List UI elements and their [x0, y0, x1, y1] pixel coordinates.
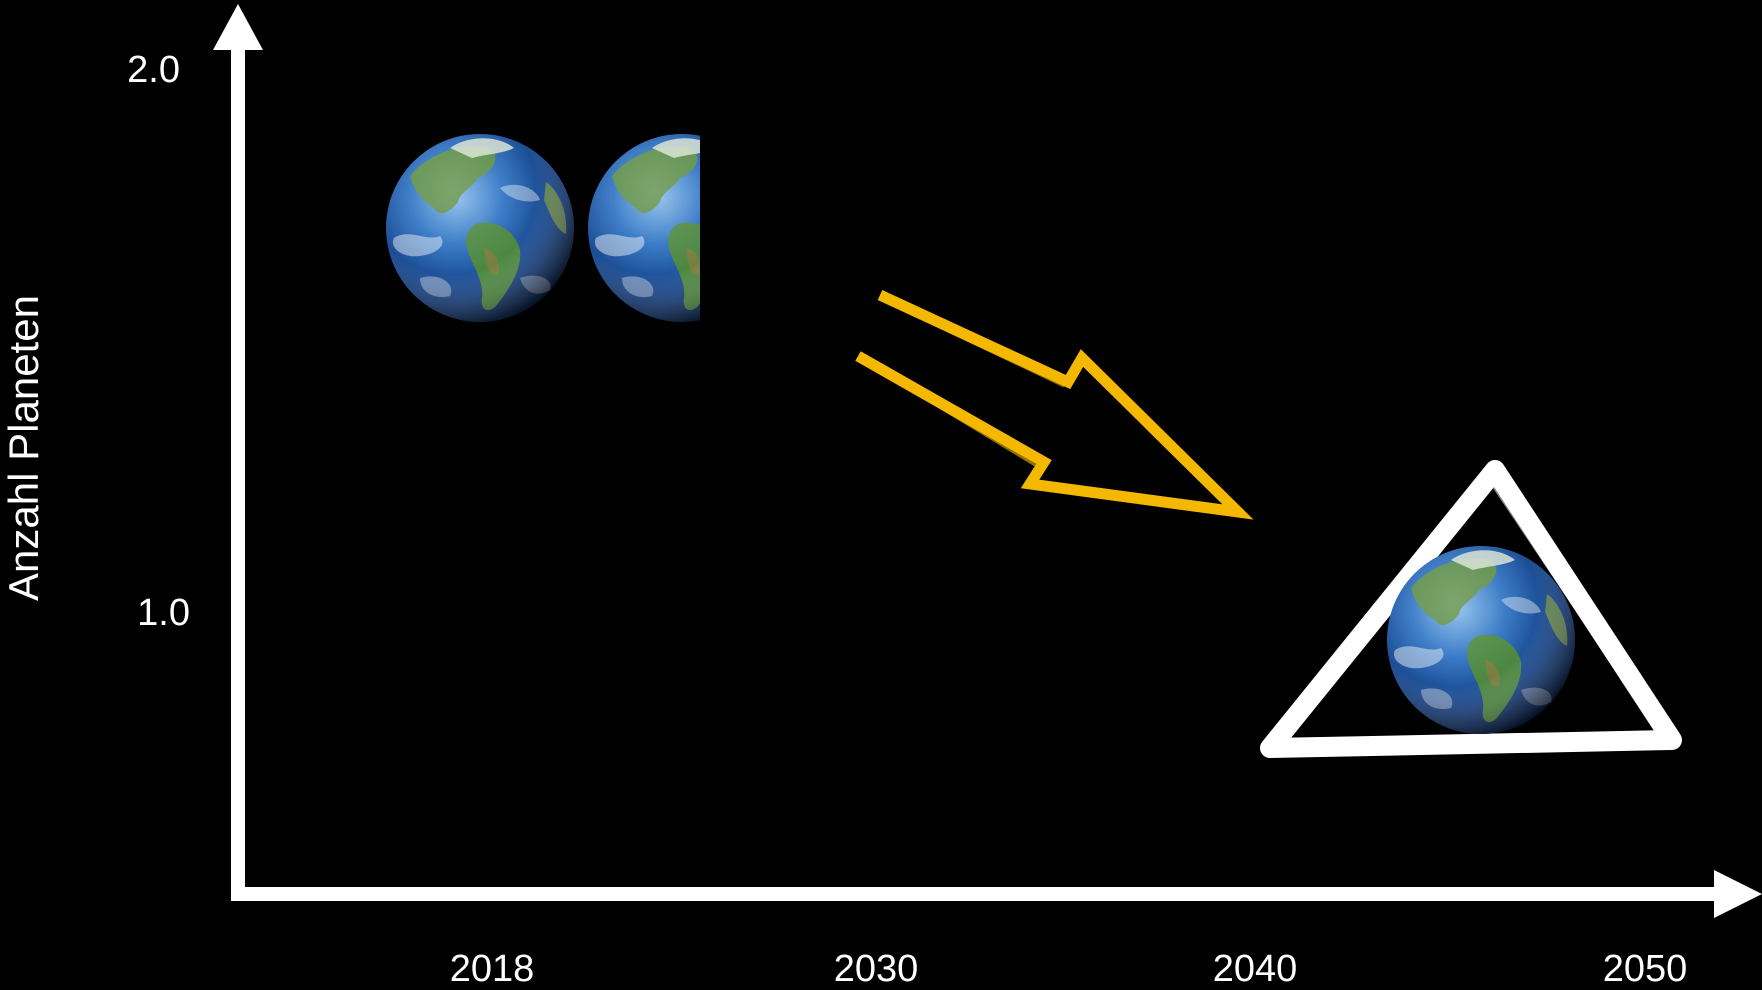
y-tick-label-2-0: 2.0: [127, 49, 180, 91]
data-point-2050: [1260, 460, 1682, 758]
x-axis: [231, 870, 1762, 918]
triangle-frame: [1260, 460, 1682, 758]
earth-icon: [1387, 546, 1575, 734]
earth-partial-icon: [588, 134, 700, 322]
y-tick-label-1-0: 1.0: [137, 592, 190, 634]
x-tick-label-2030: 2030: [834, 948, 919, 990]
y-axis-arrowhead: [213, 4, 263, 50]
data-point-2018: [386, 134, 700, 322]
x-tick-label-2040: 2040: [1213, 948, 1298, 990]
x-axis-arrowhead: [1714, 870, 1762, 918]
y-axis: [213, 4, 263, 898]
x-tick-label-2018: 2018: [450, 948, 535, 990]
trend-arrow: [855, 290, 1254, 520]
y-axis-title: Anzahl Planeten: [0, 295, 47, 601]
x-tick-label-2050: 2050: [1603, 948, 1688, 990]
earth-icon: [386, 134, 574, 322]
